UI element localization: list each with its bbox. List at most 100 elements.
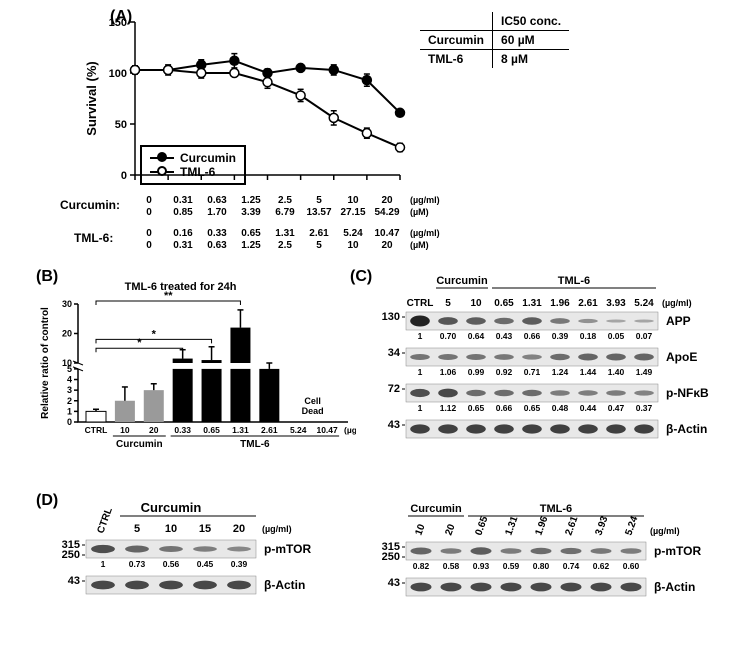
svg-text:0.65: 0.65 (468, 403, 485, 413)
svg-text:4: 4 (67, 375, 72, 385)
svg-text:5.24: 5.24 (623, 515, 640, 537)
svg-text:ApoE: ApoE (666, 350, 697, 364)
svg-text:5.24: 5.24 (634, 298, 654, 309)
svg-text:2.61: 2.61 (563, 515, 580, 537)
svg-text:Curcumin: Curcumin (436, 275, 488, 287)
svg-text:0.64: 0.64 (468, 331, 485, 341)
svg-text:0.05: 0.05 (608, 331, 625, 341)
svg-text:72: 72 (388, 383, 400, 395)
svg-text:Dead: Dead (302, 406, 324, 416)
svg-text:3.93: 3.93 (606, 298, 626, 309)
legend-label: Curcumin (180, 151, 236, 165)
svg-text:10: 10 (165, 523, 177, 535)
svg-text:2.61: 2.61 (261, 425, 278, 435)
svg-text:50: 50 (115, 119, 127, 131)
svg-text:130: 130 (382, 311, 400, 323)
svg-text:15: 15 (199, 523, 211, 535)
svg-text:20: 20 (233, 523, 245, 535)
svg-text:3.93: 3.93 (593, 515, 610, 537)
svg-text:1: 1 (101, 559, 106, 569)
svg-text:0.58: 0.58 (443, 561, 460, 571)
svg-text:30: 30 (62, 299, 72, 309)
svg-text:0.39: 0.39 (552, 331, 569, 341)
svg-text:1: 1 (418, 403, 423, 413)
svg-text:0.66: 0.66 (524, 331, 541, 341)
svg-text:(µg/ml): (µg/ml) (262, 524, 292, 534)
svg-text:43: 43 (388, 419, 400, 431)
ic50-table: IC50 conc. Curcumin 60 µM TML-6 8 µM (420, 12, 569, 68)
svg-text:250: 250 (62, 549, 80, 561)
svg-text:0.45: 0.45 (197, 559, 214, 569)
western-blot-c: CTRL5100.651.311.962.613.935.24(µg/ml)Cu… (370, 268, 730, 498)
svg-text:2.61: 2.61 (578, 298, 598, 309)
svg-text:10: 10 (413, 522, 427, 537)
svg-text:0.07: 0.07 (636, 331, 653, 341)
svg-text:Cell: Cell (304, 396, 321, 406)
svg-text:1.31: 1.31 (232, 425, 249, 435)
panel-c-label: (C) (350, 268, 372, 286)
svg-text:1.12: 1.12 (440, 403, 457, 413)
svg-text:20: 20 (149, 425, 159, 435)
svg-text:0.80: 0.80 (533, 561, 550, 571)
svg-text:0.59: 0.59 (503, 561, 520, 571)
svg-text:0.60: 0.60 (623, 561, 640, 571)
svg-text:1.31: 1.31 (522, 298, 542, 309)
ic50-header: IC50 conc. (493, 12, 570, 31)
svg-text:TML-6: TML-6 (540, 503, 572, 515)
svg-text:Curcumin: Curcumin (116, 439, 163, 450)
svg-text:43: 43 (388, 577, 400, 589)
svg-text:TML-6: TML-6 (558, 275, 590, 287)
svg-text:**: ** (164, 290, 173, 302)
svg-text:0.99: 0.99 (468, 367, 485, 377)
svg-text:100: 100 (109, 68, 127, 80)
svg-text:0.70: 0.70 (440, 331, 457, 341)
svg-text:0: 0 (121, 170, 127, 182)
svg-text:TML-6: TML-6 (240, 439, 270, 450)
svg-text:0.65: 0.65 (494, 298, 514, 309)
svg-text:1.31: 1.31 (503, 515, 520, 537)
svg-text:0.48: 0.48 (552, 403, 569, 413)
svg-text:(µg/ml): (µg/ml) (344, 425, 356, 435)
svg-text:0.82: 0.82 (413, 561, 430, 571)
svg-text:1.96: 1.96 (533, 515, 550, 537)
svg-text:CTRL: CTRL (85, 425, 108, 435)
svg-text:1.44: 1.44 (580, 367, 597, 377)
svg-text:0.92: 0.92 (496, 367, 513, 377)
svg-text:20: 20 (62, 329, 72, 339)
svg-text:1.40: 1.40 (608, 367, 625, 377)
svg-text:0.71: 0.71 (524, 367, 541, 377)
svg-text:0.65: 0.65 (473, 515, 490, 537)
svg-text:10: 10 (62, 358, 72, 368)
svg-text:1.96: 1.96 (550, 298, 570, 309)
svg-text:*: * (152, 328, 157, 340)
svg-text:p-NFκB: p-NFκB (666, 386, 709, 400)
svg-text:β-Actin: β-Actin (264, 578, 305, 592)
svg-text:2: 2 (67, 396, 72, 406)
svg-text:1: 1 (67, 406, 72, 416)
svg-text:0.74: 0.74 (563, 561, 580, 571)
svg-text:5: 5 (134, 523, 140, 535)
svg-text:APP: APP (666, 314, 691, 328)
ic50-row-name: Curcumin (420, 31, 493, 50)
svg-text:β-Actin: β-Actin (666, 422, 707, 436)
svg-text:43: 43 (68, 575, 80, 587)
svg-text:0.37: 0.37 (636, 403, 653, 413)
svg-text:0.18: 0.18 (580, 331, 597, 341)
svg-text:0.65: 0.65 (203, 425, 220, 435)
svg-text:0.56: 0.56 (163, 559, 180, 569)
svg-text:CTRL: CTRL (407, 298, 434, 309)
ic50-row-val: 8 µM (493, 50, 570, 69)
bar-chart: TML-6 treated for 24h012345102030Relativ… (36, 278, 356, 468)
svg-text:5.24: 5.24 (290, 425, 307, 435)
legend-label: TML-6 (180, 165, 215, 179)
svg-text:0.62: 0.62 (593, 561, 610, 571)
svg-text:0.66: 0.66 (496, 403, 513, 413)
open-circle-icon (157, 166, 167, 176)
svg-text:Survival (%): Survival (%) (84, 61, 99, 135)
svg-text:34: 34 (388, 347, 401, 359)
svg-text:0: 0 (67, 417, 72, 427)
svg-text:1.24: 1.24 (552, 367, 569, 377)
svg-text:0.39: 0.39 (231, 559, 248, 569)
svg-text:250: 250 (382, 551, 400, 563)
svg-text:TML-6 treated for 24h: TML-6 treated for 24h (125, 281, 237, 293)
